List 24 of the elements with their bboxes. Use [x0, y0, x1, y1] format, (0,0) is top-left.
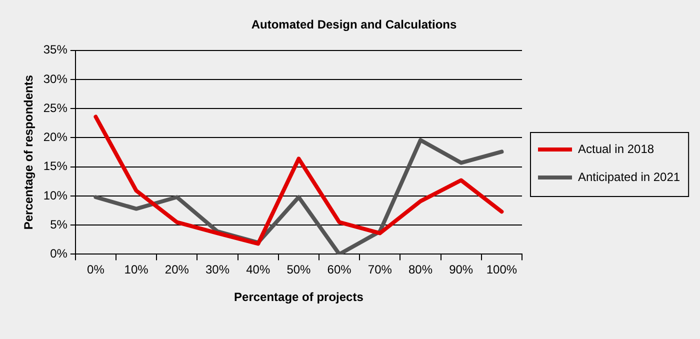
y-tick-label: 15% — [43, 159, 68, 174]
y-tick-label: 0% — [50, 246, 68, 261]
x-tick-label: 100% — [486, 262, 518, 277]
x-tick-label: 60% — [327, 262, 352, 277]
y-tick-label: 25% — [43, 100, 68, 115]
legend-label: Actual in 2018 — [578, 142, 654, 156]
x-tick-label: 40% — [246, 262, 270, 277]
x-tick-label: 0% — [87, 262, 105, 277]
x-tick-label: 10% — [124, 262, 149, 277]
y-tick-label: 20% — [43, 130, 68, 144]
x-tick-label: 30% — [205, 262, 230, 277]
legend-label: Anticipated in 2021 — [578, 170, 680, 184]
y-tick-label: 35% — [43, 42, 68, 57]
x-tick-label: 70% — [368, 262, 392, 277]
chart-title: Automated Design and Calculations — [251, 18, 458, 32]
x-tick-label: 20% — [164, 262, 190, 277]
x-tick-label: 80% — [408, 262, 433, 277]
x-tick-label: 50% — [286, 262, 312, 277]
x-axis-title: Percentage of projects — [234, 290, 364, 304]
y-tick-label: 10% — [43, 188, 68, 202]
y-tick-label: 5% — [50, 217, 68, 232]
x-tick-label: 90% — [449, 262, 474, 277]
y-axis-title: Percentage of respondents — [22, 74, 36, 230]
y-tick-label: 30% — [43, 72, 68, 86]
